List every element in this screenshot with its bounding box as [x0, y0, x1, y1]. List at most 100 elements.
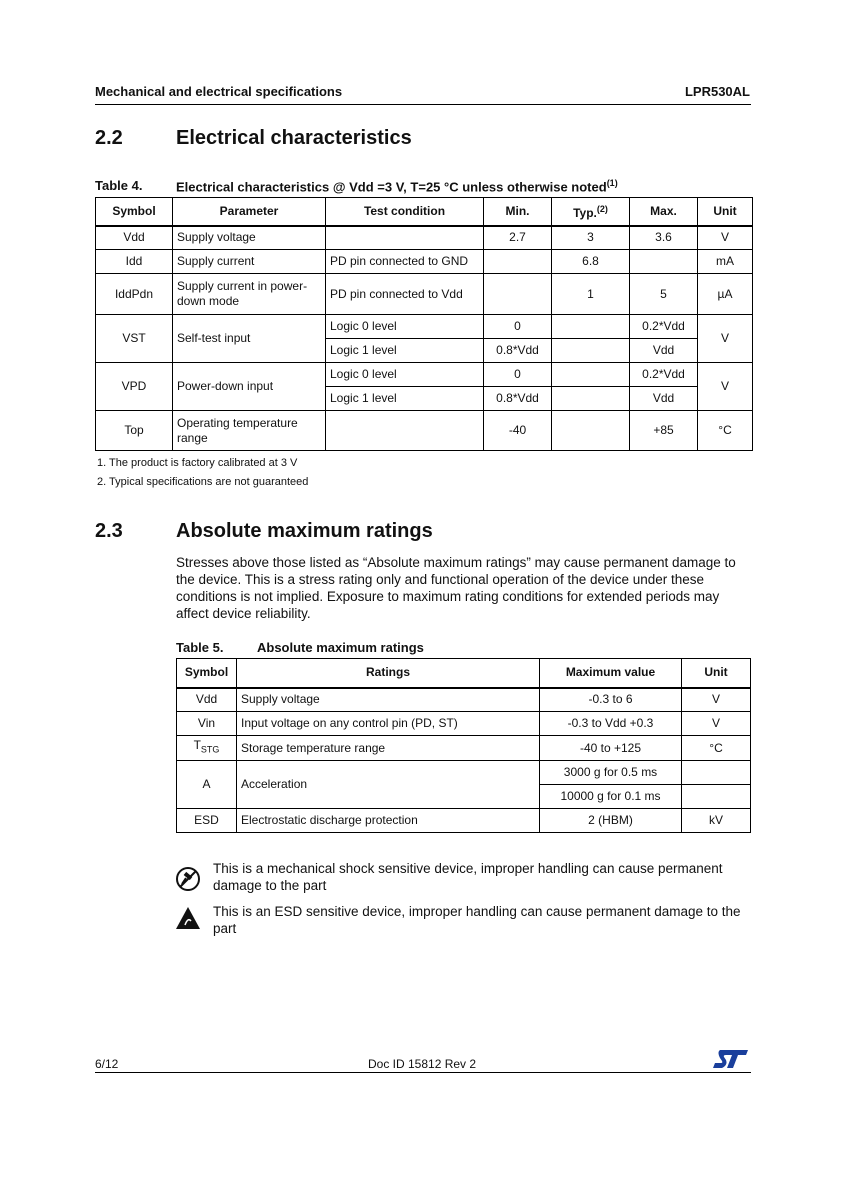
cell-symbol: Vdd — [176, 687, 237, 712]
cell-parameter: Power-down input — [172, 362, 326, 411]
table-row: A Acceleration 3000 g for 0.5 ms — [176, 760, 751, 809]
cell-test — [325, 225, 484, 250]
cell-unit: kV — [681, 808, 751, 833]
table-title-text: Electrical characteristics @ Vdd =3 V, T… — [176, 179, 607, 195]
cell-max: 3000 g for 0.5 ms — [539, 760, 682, 785]
cell-unit: µA — [697, 273, 753, 315]
cell-unit: °C — [697, 410, 753, 451]
col-typ: Typ.(2) — [551, 197, 630, 226]
cell-max: -0.3 to Vdd +0.3 — [539, 711, 682, 736]
cell-symbol: IddPdn — [95, 273, 173, 315]
cell-typ — [551, 386, 630, 411]
cell-symbol: VST — [95, 314, 173, 363]
cell-test: Logic 1 level — [325, 386, 484, 411]
cell-rating: Electrostatic discharge protection — [236, 808, 540, 833]
cell-test: Logic 0 level — [325, 362, 484, 387]
running-header-part: LPR530AL — [684, 84, 750, 99]
cell-max: 3.6 — [629, 225, 698, 250]
cell-min: 2.7 — [483, 225, 552, 250]
cell-parameter: Operating temperature range — [172, 410, 326, 451]
body-paragraph: Stresses above those listed as “Absolute… — [176, 555, 736, 621]
cell-min: 0.8*Vdd — [483, 386, 552, 411]
cell-symbol: Vdd — [95, 225, 173, 250]
footnote-1: 1. The product is factory calibrated at … — [97, 457, 298, 469]
section-title: Electrical characteristics — [176, 127, 412, 149]
cell-parameter: Self-test input — [172, 314, 326, 363]
cell-unit: °C — [681, 735, 751, 761]
cell-min: 0.8*Vdd — [483, 338, 552, 363]
col-min: Min. — [483, 197, 552, 226]
col-ratings: Ratings — [236, 658, 540, 688]
table-label: Table 4. — [95, 178, 143, 193]
cell-test: PD pin connected to Vdd — [325, 273, 484, 315]
cell-typ: 3 — [551, 225, 630, 250]
cell-max: -40 to +125 — [539, 735, 682, 761]
cell-unit — [681, 784, 751, 809]
cell-max: 2 (HBM) — [539, 808, 682, 833]
cell-test: Logic 0 level — [325, 314, 484, 339]
electrical-characteristics-table: Symbol Parameter Test condition Min. Typ… — [95, 197, 753, 451]
cell-symbol: Idd — [95, 249, 173, 274]
cell-typ — [551, 410, 630, 451]
cell-unit: mA — [697, 249, 753, 274]
section-title: Absolute maximum ratings — [176, 520, 433, 542]
shock-warning-text: This is a mechanical shock sensitive dev… — [213, 861, 723, 893]
col-max: Max. — [629, 197, 698, 226]
cell-typ — [551, 362, 630, 387]
footnote-ref: (1) — [606, 178, 618, 188]
cell-unit: V — [697, 362, 753, 411]
cell-symbol: A — [176, 760, 237, 809]
cell-typ: 6.8 — [551, 249, 630, 274]
cell-unit — [681, 760, 751, 785]
cell-max — [629, 249, 698, 274]
cell-max: Vdd — [629, 386, 698, 411]
cell-min — [483, 249, 552, 274]
st-logo — [713, 1050, 748, 1068]
footnote-ref: (2) — [596, 203, 608, 214]
cell-max: Vdd — [629, 338, 698, 363]
cell-max: 0.2*Vdd — [629, 362, 698, 387]
symbol-subscript: STG — [200, 744, 220, 755]
cell-test: PD pin connected to GND — [325, 249, 484, 274]
cell-rating: Supply voltage — [236, 687, 540, 712]
cell-parameter: Supply voltage — [172, 225, 326, 250]
cell-unit: V — [697, 314, 753, 363]
table-row: Vin Input voltage on any control pin (PD… — [176, 711, 751, 736]
table-label: Table 5. — [176, 640, 224, 655]
cell-unit: V — [681, 687, 751, 712]
section-number: 2.2 — [95, 127, 123, 149]
cell-min: 0 — [483, 362, 552, 387]
table-row: ESD Electrostatic discharge protection 2… — [176, 808, 751, 833]
col-symbol: Symbol — [176, 658, 237, 688]
table-row: Logic 1 level 0.8*Vdd Vdd — [96, 338, 753, 363]
col-max-value: Maximum value — [539, 658, 682, 688]
symbol-text: T — [193, 738, 201, 753]
cell-parameter: Supply current — [172, 249, 326, 274]
esd-warning-icon — [176, 907, 200, 929]
cell-typ — [551, 338, 630, 363]
col-parameter: Parameter — [172, 197, 326, 226]
esd-warning-text: This is an ESD sensitive device, imprope… — [213, 904, 741, 936]
col-test: Test condition — [325, 197, 484, 226]
cell-max: 5 — [629, 273, 698, 315]
cell-max: -0.3 to 6 — [539, 687, 682, 712]
running-header-title: Mechanical and electrical specifications — [95, 84, 343, 99]
section-number: 2.3 — [95, 520, 123, 542]
table-row: 10000 g for 0.1 ms — [177, 784, 751, 809]
table-title: Electrical characteristics @ Vdd =3 V, T… — [176, 178, 618, 194]
mechanical-shock-icon — [176, 867, 200, 891]
footer-rule — [95, 1072, 751, 1073]
col-unit: Unit — [697, 197, 753, 226]
table-row: Top Operating temperature range -40 +85 … — [95, 410, 753, 451]
table-row: Logic 1 level 0.8*Vdd Vdd — [96, 386, 753, 411]
cell-min — [483, 273, 552, 315]
table-row: Vdd Supply voltage -0.3 to 6 V — [176, 687, 751, 712]
cell-max: 10000 g for 0.1 ms — [539, 784, 682, 809]
table-row: VPD Power-down input Logic 0 level 0 0.2… — [95, 362, 753, 411]
doc-id: Doc ID 15812 Rev 2 — [368, 1057, 477, 1071]
cell-test: Logic 1 level — [325, 338, 484, 363]
cell-unit: V — [681, 711, 751, 736]
cell-max: 0.2*Vdd — [629, 314, 698, 339]
table-row: Idd Supply current PD pin connected to G… — [95, 249, 753, 274]
cell-symbol: TSTG — [176, 735, 237, 761]
